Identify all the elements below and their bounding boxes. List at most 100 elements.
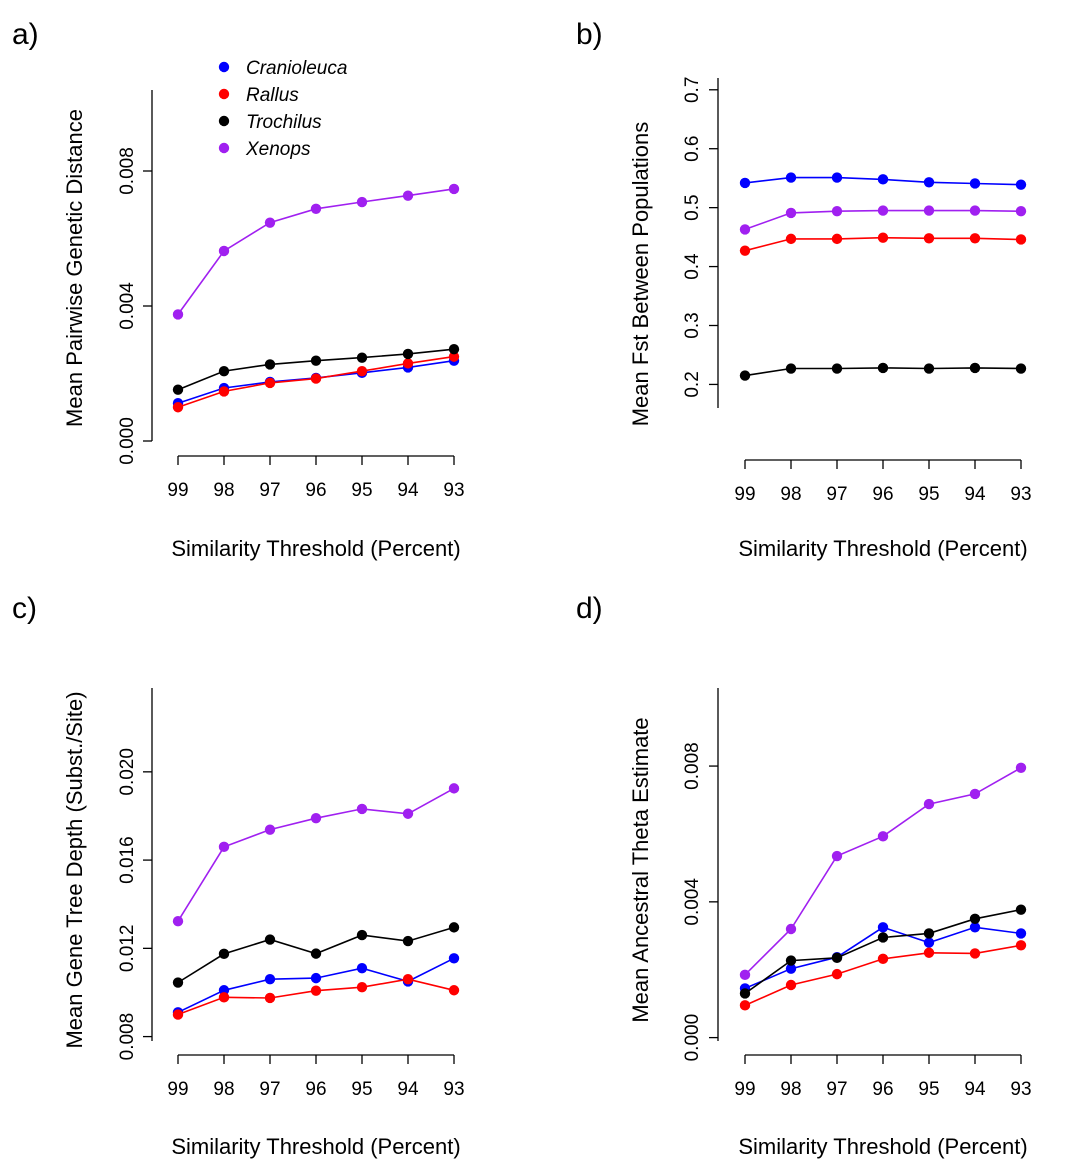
data-point	[739, 177, 751, 189]
data-point	[877, 932, 889, 943]
x-tick-label: 95	[351, 1079, 372, 1100]
x-tick-label: 99	[734, 1079, 755, 1100]
panel-a: a) 0.000 0.004 0.008 99 98 97 96 95 94 93 Similarit…	[12, 18, 465, 561]
x-tick-label: 95	[918, 1079, 939, 1100]
y-tick-label: 0.004	[117, 282, 138, 330]
data-point	[923, 363, 935, 374]
panel-letter: d)	[576, 592, 603, 625]
series-xenops	[172, 183, 460, 320]
x-tick-label: 94	[397, 1079, 419, 1100]
data-point	[172, 309, 184, 320]
panel-letter: c)	[12, 592, 37, 625]
data-point	[877, 362, 889, 374]
data-point	[1015, 179, 1027, 190]
data-point	[172, 977, 184, 988]
data-point	[739, 370, 751, 381]
data-point	[923, 233, 935, 244]
data-point	[739, 988, 751, 999]
data-point	[218, 841, 230, 853]
panel-letter: a)	[12, 18, 39, 51]
data-point	[172, 384, 184, 395]
series-xenops	[172, 783, 460, 927]
x-tick-label: 96	[305, 480, 326, 501]
data-point	[402, 935, 414, 947]
x-tick-label: 95	[351, 480, 372, 501]
legend-marker	[218, 61, 230, 73]
data-point	[448, 351, 460, 362]
series-trochilus	[739, 362, 1027, 381]
x-tick-label: 96	[872, 1079, 893, 1100]
data-point	[448, 953, 460, 964]
data-point	[310, 985, 322, 996]
data-point	[310, 373, 322, 384]
data-point	[923, 205, 935, 216]
data-point	[448, 183, 460, 195]
data-point	[831, 850, 843, 862]
data-point	[969, 205, 981, 216]
data-point	[218, 386, 230, 397]
data-point	[785, 207, 797, 219]
data-point	[310, 972, 322, 984]
x-tick-label: 97	[259, 480, 280, 501]
data-point	[969, 788, 981, 800]
series-trochilus	[739, 904, 1027, 999]
x-tick-label: 99	[734, 484, 755, 505]
data-point	[923, 937, 935, 948]
data-point	[264, 824, 276, 835]
data-point	[785, 979, 797, 991]
data-point	[1015, 762, 1027, 773]
y-tick-label: 0.5	[682, 194, 703, 220]
x-tick-label: 97	[259, 1079, 280, 1100]
legend-item-rallus: Rallus	[218, 85, 299, 106]
data-point	[831, 952, 843, 964]
data-point	[264, 359, 276, 370]
series-xenops	[739, 762, 1027, 981]
x-tick-label: 94	[397, 480, 419, 501]
data-point	[831, 172, 843, 183]
data-point	[1015, 205, 1027, 217]
data-point	[310, 812, 322, 824]
series-line	[177, 787, 455, 922]
x-tick-label: 93	[1010, 484, 1031, 505]
data-point	[831, 968, 843, 980]
x-tick-label: 96	[872, 484, 893, 505]
data-point	[448, 985, 460, 996]
y-axis-title: Mean Ancestral Theta Estimate	[628, 717, 653, 1022]
data-point	[831, 363, 843, 374]
data-point	[310, 203, 322, 214]
data-point	[310, 355, 322, 366]
y-axis-title: Mean Gene Tree Depth (Subst./Site)	[62, 691, 87, 1048]
series-line	[744, 767, 1022, 976]
legend-label: Trochilus	[246, 112, 322, 133]
data-point	[923, 798, 935, 810]
data-point	[264, 934, 276, 945]
data-point	[923, 928, 935, 939]
y-tick-label: 0.008	[682, 742, 703, 790]
data-point	[969, 922, 981, 933]
data-point	[877, 232, 889, 243]
legend-item-xenops: Xenops	[218, 139, 311, 160]
x-tick-label: 94	[964, 484, 986, 505]
y-tick-label: 0.000	[117, 417, 138, 465]
y-axis-title: Mean Pairwise Genetic Distance	[62, 109, 87, 427]
x-tick-label: 98	[780, 1079, 801, 1100]
x-tick-label: 93	[1010, 1079, 1031, 1100]
data-point	[877, 922, 889, 933]
x-tick-label: 97	[826, 1079, 847, 1100]
y-axis-title: Mean Fst Between Populations	[628, 122, 653, 427]
data-point	[264, 217, 276, 228]
y-tick-label: 0.020	[117, 748, 138, 796]
legend-label: Xenops	[245, 139, 311, 160]
data-point	[969, 233, 981, 244]
legend-marker	[218, 115, 230, 127]
data-point	[785, 963, 797, 974]
data-point	[1015, 928, 1027, 939]
data-point	[877, 953, 889, 965]
y-tick-label: 0.000	[682, 1014, 703, 1062]
data-point	[448, 922, 460, 933]
y-tick-label: 0.6	[682, 136, 703, 162]
data-point	[264, 992, 276, 1004]
x-tick-label: 98	[780, 484, 801, 505]
series-cranioleuca	[739, 172, 1027, 190]
data-point	[831, 205, 843, 217]
